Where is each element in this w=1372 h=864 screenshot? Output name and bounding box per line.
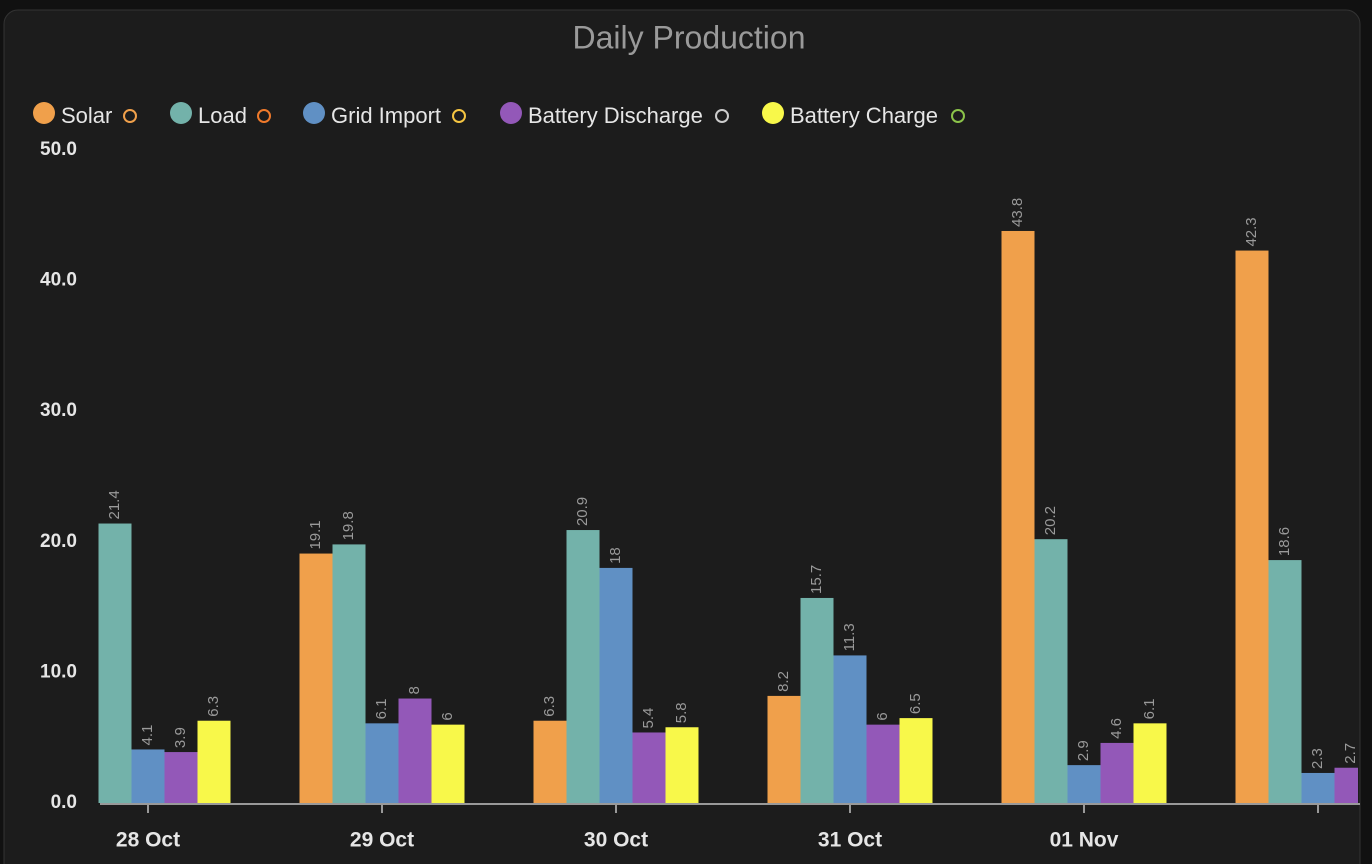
data-label: 3.9 (172, 727, 189, 748)
bar (365, 723, 399, 803)
data-label: 6.5 (907, 693, 924, 714)
x-tick-label: 29 Oct (350, 829, 414, 852)
legend-label: Battery Discharge (528, 103, 703, 128)
chart-title: Daily Production (573, 19, 806, 55)
data-label: 6.1 (373, 698, 390, 719)
bar (800, 597, 834, 803)
data-label: 20.2 (1042, 506, 1059, 535)
legend-icon (257, 109, 271, 123)
bar (1301, 772, 1335, 803)
bar (767, 695, 801, 803)
bar (866, 724, 900, 803)
bar (1100, 742, 1134, 803)
legend-icon (951, 109, 965, 123)
y-tick-label: 30.0 (40, 400, 77, 421)
data-label: 18.6 (1276, 527, 1293, 556)
bar (1133, 723, 1167, 803)
x-tick-label: 28 Oct (116, 829, 180, 852)
data-label: 2.7 (1342, 743, 1359, 764)
data-label: 2.9 (1075, 740, 1092, 761)
legend-label: Load (198, 103, 247, 128)
legend-icon (715, 109, 729, 123)
data-label: 20.9 (574, 497, 591, 526)
bar (1268, 560, 1302, 803)
legend-swatch (500, 102, 522, 124)
bar (1034, 539, 1068, 803)
legend-swatch (33, 102, 55, 124)
y-tick-label: 0.0 (51, 792, 77, 813)
x-tick-label: 31 Oct (818, 829, 882, 852)
bar (533, 720, 567, 803)
data-label: 4.6 (1108, 718, 1125, 739)
data-label: 4.1 (139, 725, 156, 746)
legend-label: Grid Import (331, 103, 441, 128)
legend-icon (452, 109, 466, 123)
bar (632, 732, 666, 803)
bar (131, 749, 165, 803)
data-label: 5.8 (673, 702, 690, 723)
data-label: 5.4 (640, 708, 657, 729)
bar (899, 718, 933, 803)
data-label: 15.7 (808, 565, 825, 594)
legend-swatch (303, 102, 325, 124)
bar (566, 530, 600, 803)
data-label: 6 (874, 712, 891, 720)
data-label: 18 (607, 547, 624, 564)
data-label: 2.3 (1309, 748, 1326, 769)
y-tick-label: 10.0 (40, 661, 77, 682)
bar (431, 724, 465, 803)
legend-label: Solar (61, 103, 112, 128)
data-label: 42.3 (1243, 217, 1260, 246)
x-tick-label: 01 Nov (1050, 829, 1119, 852)
legend-swatch (762, 102, 784, 124)
bar (599, 567, 633, 803)
legend-swatch (170, 102, 192, 124)
y-tick-label: 20.0 (40, 531, 77, 552)
y-tick-label: 40.0 (40, 270, 77, 291)
data-label: 6.3 (541, 696, 558, 717)
bar (164, 752, 198, 803)
data-label: 21.4 (106, 490, 123, 519)
bar (665, 727, 699, 803)
data-label: 6.1 (1141, 698, 1158, 719)
data-label: 19.1 (307, 520, 324, 549)
data-label: 8.2 (775, 671, 792, 692)
bar (299, 553, 333, 803)
bar (332, 544, 366, 803)
bar (1067, 765, 1101, 803)
x-tick-label: 30 Oct (584, 829, 648, 852)
data-label: 6.3 (205, 696, 222, 717)
legend-icon (123, 109, 137, 123)
legend-label: Battery Charge (790, 103, 938, 128)
data-label: 6 (439, 712, 456, 720)
bar (1334, 767, 1358, 803)
bar (1235, 250, 1269, 803)
bar (98, 523, 132, 803)
bar (197, 720, 231, 803)
bar (398, 698, 432, 803)
y-tick-label: 50.0 (40, 139, 77, 160)
bar (833, 655, 867, 803)
data-label: 8 (406, 686, 423, 694)
data-label: 43.8 (1009, 198, 1026, 227)
data-label: 19.8 (340, 511, 357, 540)
plot: 21.4 4.1 3.9 6.3 19.1 19.8 6.1 8 6 6.3 20.9 18 5.4 5.… (98, 198, 1359, 813)
bar (1001, 230, 1035, 804)
data-label: 11.3 (841, 623, 858, 651)
